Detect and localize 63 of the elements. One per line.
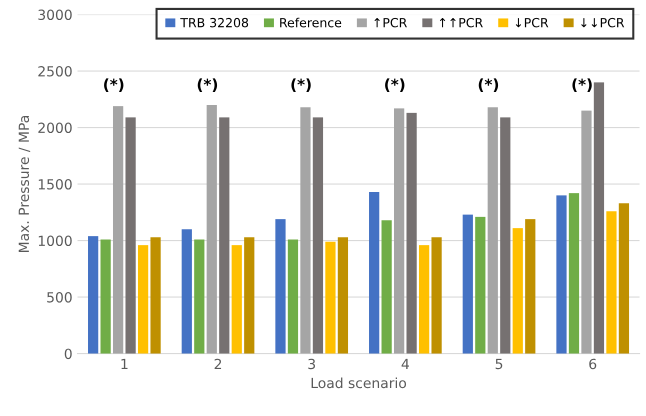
bar [394, 108, 404, 354]
bar [606, 211, 617, 354]
bar [338, 237, 348, 354]
bar [369, 192, 380, 354]
y-tick-label: 0 [64, 348, 72, 360]
bar [125, 117, 136, 354]
legend-label: ↓PCR [516, 18, 548, 28]
legend-label: ↑PCR [374, 18, 407, 28]
bar [138, 245, 148, 354]
bar [462, 214, 473, 354]
bar [150, 237, 161, 354]
annotation: (*) [104, 78, 124, 92]
x-tick-label: 4 [402, 358, 410, 370]
annotation: (*) [572, 78, 592, 92]
bar [325, 242, 336, 354]
bar [244, 237, 254, 354]
x-tick-label: 6 [589, 358, 596, 370]
bar [406, 112, 417, 354]
bar [206, 104, 217, 354]
bar [418, 245, 430, 354]
y-tick-label: 2000 [38, 122, 72, 134]
bar [512, 228, 523, 354]
annotation: (*) [478, 78, 498, 92]
x-axis-title: Load scenario [312, 377, 406, 388]
bar [475, 216, 486, 354]
legend-label: Reference [280, 18, 342, 28]
bar [312, 117, 324, 354]
y-tick-label: 1000 [38, 236, 72, 246]
bar [568, 193, 580, 354]
legend-label: TRB 32208 [180, 18, 248, 28]
y-tick-label: 2500 [38, 66, 72, 77]
x-tick-label: 3 [308, 358, 315, 370]
y-tick-label: 500 [47, 292, 72, 303]
bar [88, 236, 98, 354]
bar [194, 239, 204, 354]
annotation: (*) [385, 78, 404, 92]
bar [525, 219, 536, 354]
x-tick-label: 2 [214, 358, 222, 370]
legend-label: ↑↑PCR [440, 18, 483, 28]
x-tick-label: 1 [121, 358, 128, 370]
bar [594, 82, 604, 354]
bar [556, 195, 567, 354]
bar [488, 107, 498, 354]
y-tick-label: 3000 [38, 10, 72, 20]
bar [112, 106, 124, 354]
bar [288, 239, 298, 354]
x-tick-label: 5 [496, 358, 502, 370]
bar [300, 107, 311, 354]
y-axis-title: Max. Pressure / MPa [18, 116, 30, 252]
bar [500, 117, 510, 354]
bar [182, 229, 192, 354]
bar [431, 237, 442, 354]
bar [581, 110, 592, 354]
annotation: (*) [291, 78, 311, 92]
bar [100, 239, 111, 354]
bar [382, 220, 392, 354]
annotation: (*) [198, 78, 218, 92]
bar [219, 117, 230, 354]
bar [232, 245, 242, 354]
bar [618, 203, 630, 354]
bar [275, 219, 286, 354]
y-tick-label: 1500 [38, 179, 72, 190]
legend-label: ↓↓PCR [581, 18, 624, 28]
